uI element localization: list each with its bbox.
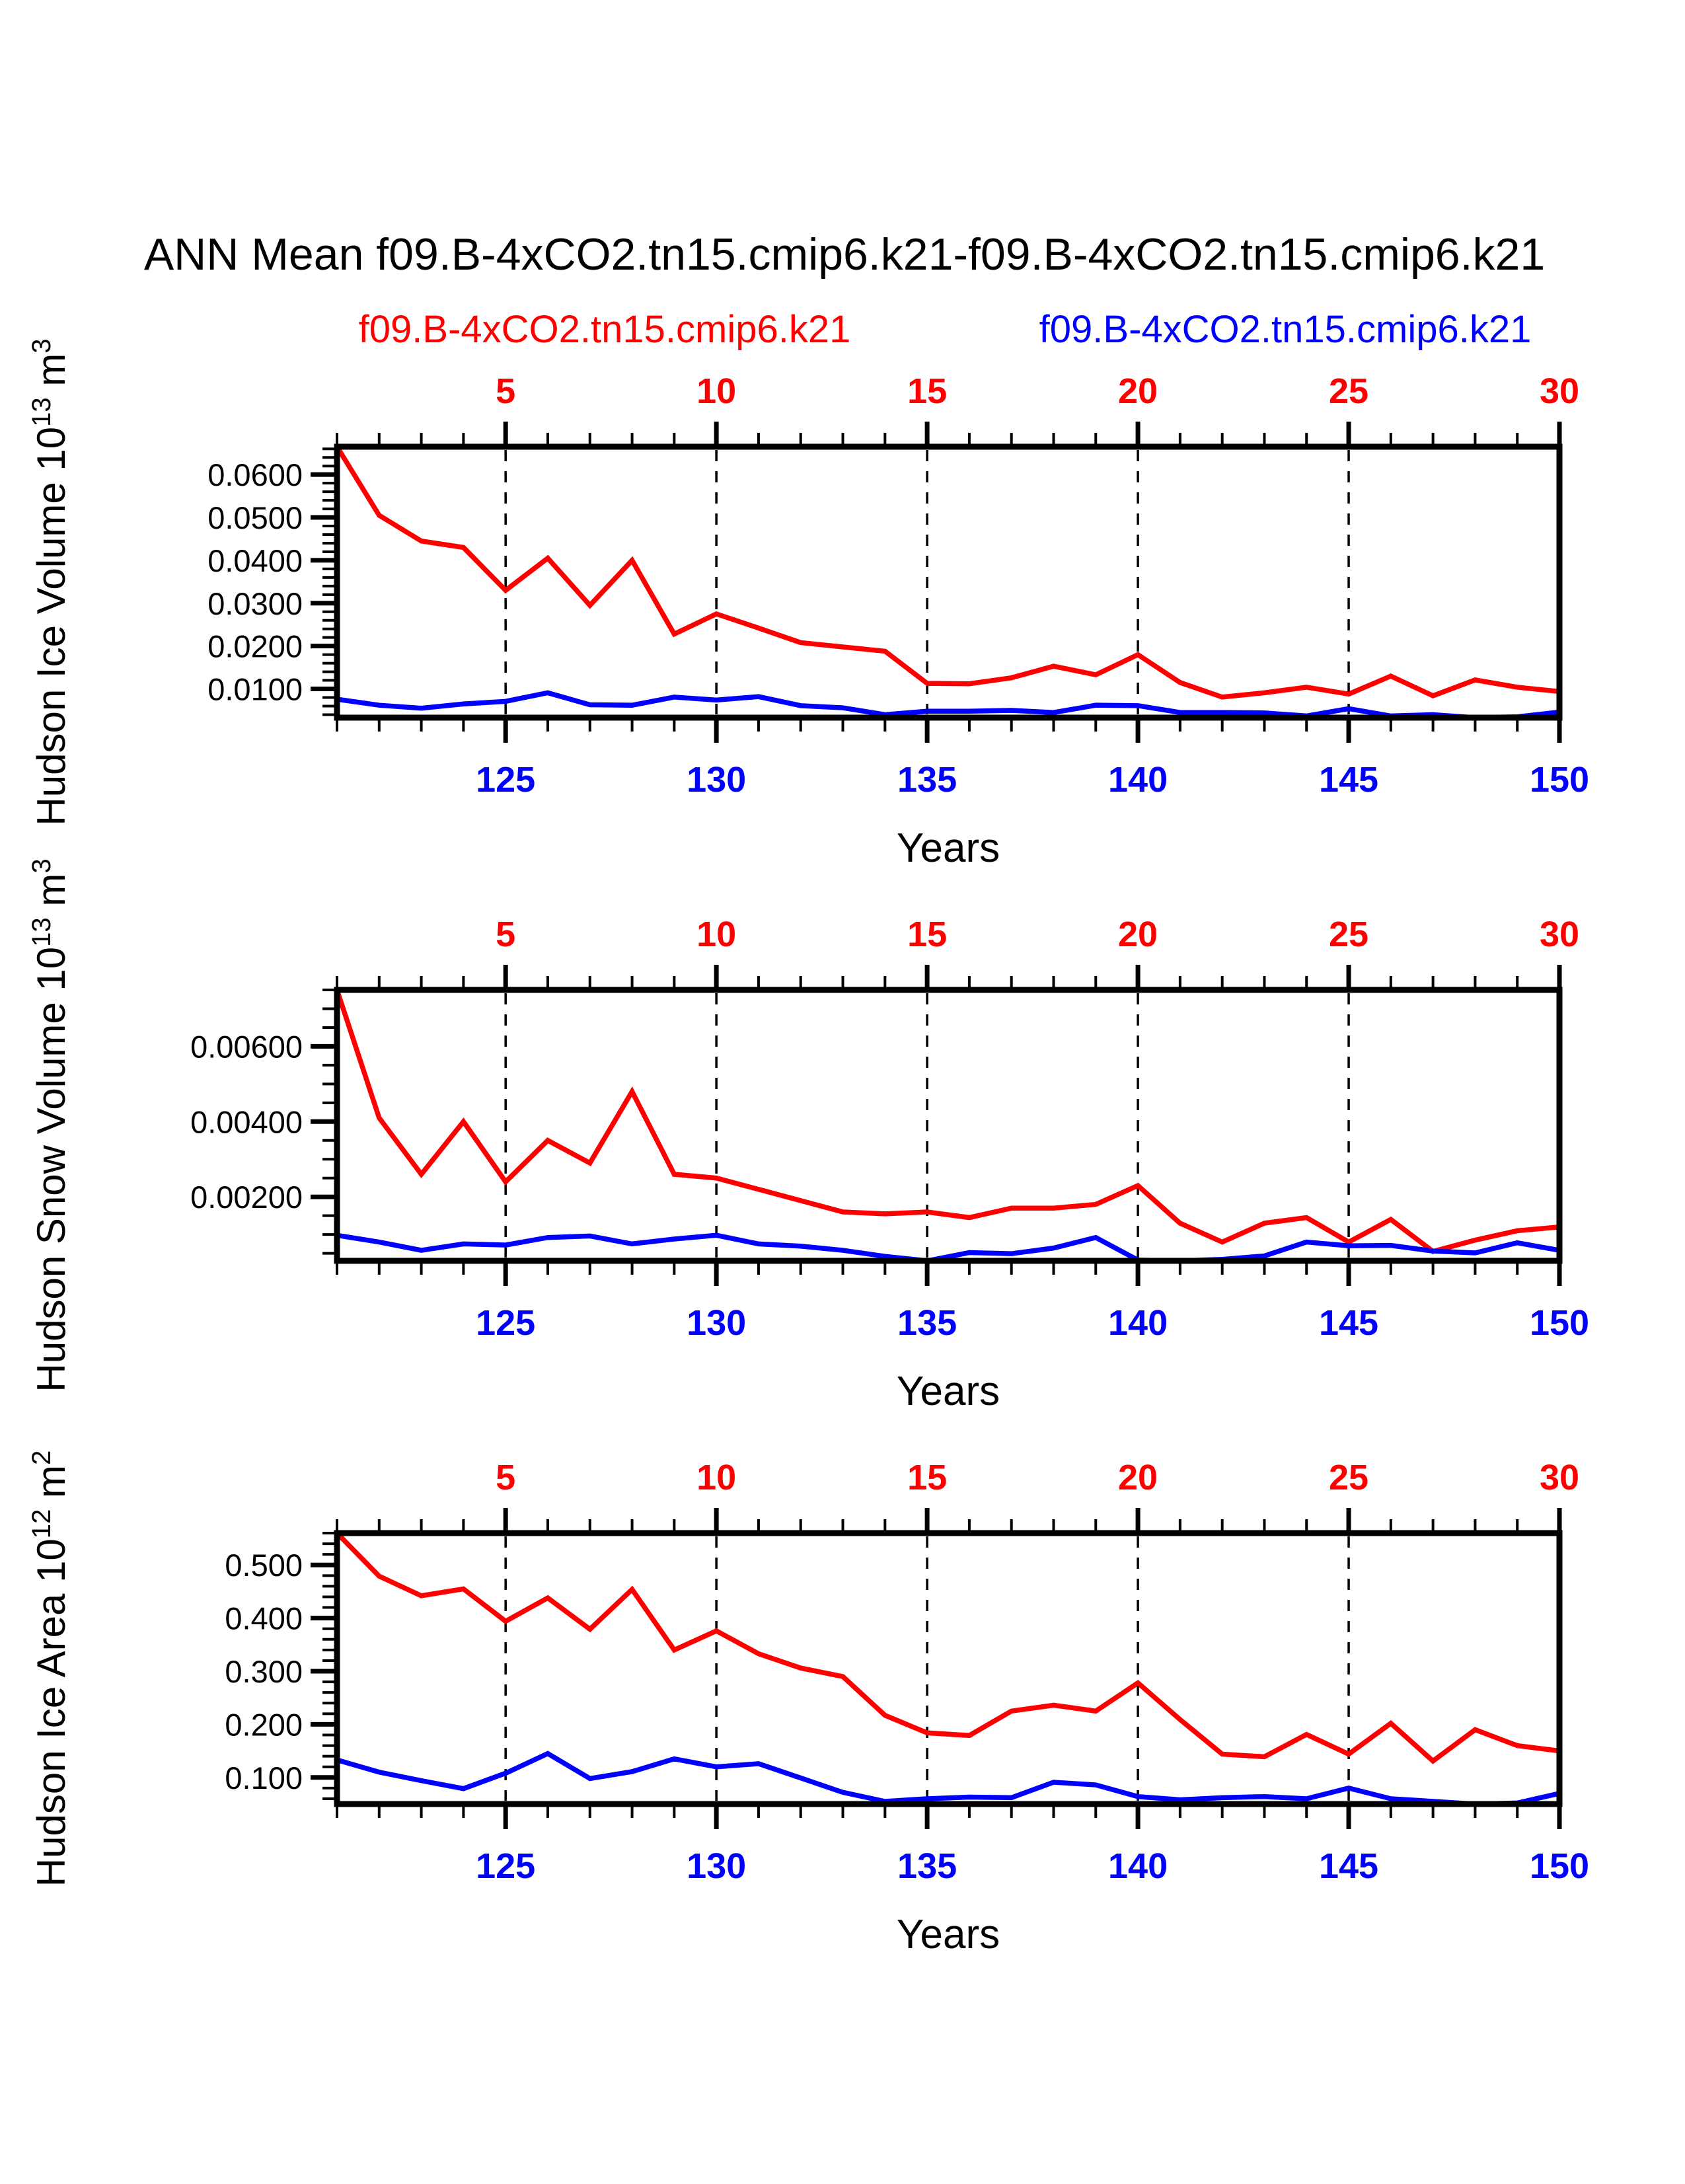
top-axis-label: 25 xyxy=(1329,1458,1368,1497)
y-tick-label: 0.00600 xyxy=(190,1029,303,1064)
top-axis-label: 25 xyxy=(1329,915,1368,954)
y-tick-label: 0.0100 xyxy=(207,672,303,707)
x-axis-title: Years xyxy=(897,1912,1000,1957)
top-axis-label: 10 xyxy=(696,371,736,411)
bottom-axis-label: 130 xyxy=(687,1303,746,1343)
bottom-axis-label: 125 xyxy=(476,1303,535,1343)
chart-title: ANN Mean f09.B-4xCO2.tn15.cmip6.k21-f09.… xyxy=(144,229,1545,280)
y-tick-label: 0.500 xyxy=(225,1548,303,1583)
bottom-axis-label: 145 xyxy=(1319,1846,1378,1886)
top-axis-label: 5 xyxy=(496,371,515,411)
bottom-axis-label: 145 xyxy=(1319,1303,1378,1343)
top-axis-label: 30 xyxy=(1540,915,1579,954)
top-axis-label: 30 xyxy=(1540,1458,1579,1497)
series-line-blue xyxy=(336,1232,1560,1263)
y-axis-title: Hudson Ice Volume 1013 m3 xyxy=(27,338,73,825)
series-line-blue xyxy=(336,690,1560,720)
series-line-red xyxy=(335,1531,1560,1764)
bottom-axis-label: 140 xyxy=(1108,1846,1168,1886)
plot-frame xyxy=(334,443,1563,721)
top-axis-label: 20 xyxy=(1118,371,1158,411)
bottom-axis-label: 140 xyxy=(1108,1303,1168,1343)
bottom-axis-label: 150 xyxy=(1530,760,1589,800)
bottom-axis-label: 150 xyxy=(1530,1303,1589,1343)
bottom-axis-label: 135 xyxy=(897,1846,957,1886)
bottom-axis-label: 150 xyxy=(1530,1846,1589,1886)
top-axis-label: 15 xyxy=(907,915,947,954)
y-tick-label: 0.0300 xyxy=(207,586,303,621)
bottom-axis-label: 125 xyxy=(476,1846,535,1886)
series-line-blue xyxy=(336,1751,1560,1807)
bottom-axis-label: 140 xyxy=(1108,760,1168,800)
bottom-axis-label: 130 xyxy=(687,1846,746,1886)
top-axis-label: 5 xyxy=(496,915,515,954)
top-axis-label: 10 xyxy=(696,1458,736,1497)
top-axis-label: 5 xyxy=(496,1458,515,1497)
top-axis-label: 10 xyxy=(696,915,736,954)
bottom-axis-label: 135 xyxy=(897,1303,957,1343)
series-line-red xyxy=(334,445,1560,700)
legend-label-red: f09.B-4xCO2.tn15.cmip6.k21 xyxy=(359,308,851,351)
y-tick-label: 0.100 xyxy=(225,1760,303,1795)
y-tick-label: 0.0200 xyxy=(207,629,303,664)
y-tick-label: 0.00400 xyxy=(190,1104,303,1139)
panel-hudson-ice-area: 0.100 0.200 0.300 0.400 0.500 5 125 10 130 15 135 2… xyxy=(27,1450,1589,1957)
y-tick-label: 0.200 xyxy=(225,1707,303,1742)
y-tick-label: 0.0500 xyxy=(207,500,303,535)
y-tick-label: 0.00200 xyxy=(190,1180,303,1215)
top-axis-label: 30 xyxy=(1540,371,1579,411)
y-tick-label: 0.0600 xyxy=(207,457,303,492)
y-axis-title: Hudson Snow Volume 1013 m3 xyxy=(27,858,73,1392)
series-line-red xyxy=(334,989,1560,1254)
legend-label-blue: f09.B-4xCO2.tn15.cmip6.k21 xyxy=(1039,308,1532,351)
plot-frame xyxy=(334,987,1563,1264)
top-axis-label: 20 xyxy=(1118,915,1158,954)
panel-hudson-snow-volume: 0.00200 0.00400 0.00600 5 125 10 130 15 135 20 140… xyxy=(27,858,1589,1414)
bottom-axis-label: 145 xyxy=(1319,760,1378,800)
y-axis-title: Hudson Ice Area 1012 m2 xyxy=(27,1450,73,1887)
x-axis-title: Years xyxy=(897,825,1000,871)
bottom-axis-label: 135 xyxy=(897,760,957,800)
top-axis-label: 15 xyxy=(907,1458,947,1497)
top-axis-label: 20 xyxy=(1118,1458,1158,1497)
plot-frame xyxy=(334,1530,1563,1807)
y-tick-label: 0.400 xyxy=(225,1601,303,1636)
top-axis-label: 15 xyxy=(907,371,947,411)
panels-container: 0.0100 0.0200 0.0300 0.0400 0.0500 0.0600 5 125… xyxy=(27,338,1589,1957)
bottom-axis-label: 130 xyxy=(687,760,746,800)
y-tick-label: 0.300 xyxy=(225,1654,303,1689)
y-tick-label: 0.0400 xyxy=(207,543,303,578)
panel-hudson-ice-volume: 0.0100 0.0200 0.0300 0.0400 0.0500 0.0600 5 125… xyxy=(27,338,1589,871)
top-axis-label: 25 xyxy=(1329,371,1368,411)
bottom-axis-label: 125 xyxy=(476,760,535,800)
x-axis-title: Years xyxy=(897,1369,1000,1414)
